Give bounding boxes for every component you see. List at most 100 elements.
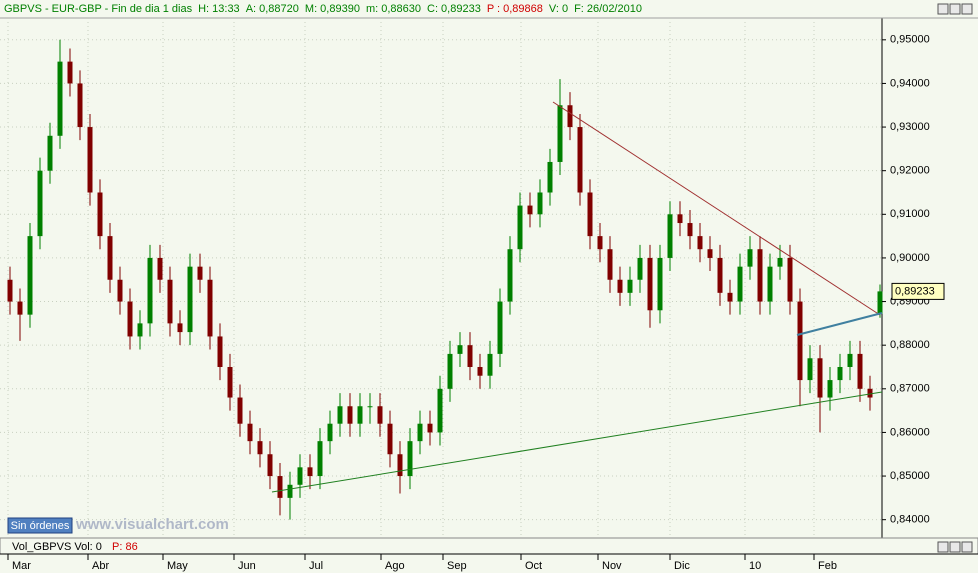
candle-body <box>367 406 373 408</box>
candle-body <box>187 266 193 333</box>
candle-body <box>137 323 143 337</box>
candle-body <box>27 236 33 315</box>
volume-header: Vol_GBPVS Vol: 0 <box>12 541 102 553</box>
y-tick-label: 0,84000 <box>890 514 930 526</box>
last-price-box <box>891 282 945 300</box>
candle-body <box>867 388 873 398</box>
candle-body <box>207 279 213 337</box>
candle-body <box>557 105 563 162</box>
candle-body <box>707 249 713 258</box>
header-field: P : 0,89868 <box>487 3 543 15</box>
candle-body <box>277 476 283 498</box>
y-tick-label: 0,92000 <box>890 165 930 177</box>
candle-body <box>347 406 353 424</box>
candle-body <box>477 366 483 376</box>
y-tick-label: 0,95000 <box>890 34 930 46</box>
candle-body <box>37 170 43 237</box>
volume-strip <box>0 537 978 555</box>
candle-body <box>267 454 273 477</box>
candle-body <box>637 257 643 280</box>
x-tick-label: Nov <box>602 560 622 572</box>
status: Sin órdenes <box>11 520 70 532</box>
header-field: V: 0 <box>549 3 568 15</box>
header-field: F: 26/02/2010 <box>574 3 642 15</box>
x-tick-label: Dic <box>674 560 690 572</box>
header-field: A: 0,88720 <box>246 3 299 15</box>
candle-body <box>87 127 93 193</box>
candle-body <box>337 406 343 424</box>
candle-body <box>497 301 503 354</box>
candle-body <box>247 423 253 442</box>
x-tick-label: Ago <box>385 560 405 572</box>
candle-body <box>617 279 623 293</box>
y-tick-label: 0,87000 <box>890 383 930 395</box>
time-axis-panel <box>0 554 978 573</box>
candle-body <box>107 236 113 280</box>
watermark: www.visualchart.com <box>75 516 229 533</box>
candle-body <box>827 380 833 398</box>
candle-body <box>677 214 683 224</box>
x-tick-label: Jul <box>309 560 323 572</box>
candle-body <box>687 223 693 237</box>
candle-body <box>597 236 603 250</box>
candle-body <box>257 441 263 455</box>
candle-body <box>737 266 743 302</box>
window-button[interactable] <box>961 541 973 553</box>
candle-body <box>297 467 303 485</box>
candle-body <box>747 249 753 267</box>
trend-line <box>796 312 883 336</box>
y-tick-label: 0,90000 <box>890 252 930 264</box>
candle-body <box>857 353 863 389</box>
candle-body <box>447 353 453 389</box>
y-tick-label: 0,94000 <box>890 77 930 89</box>
x-tick-label: May <box>167 560 188 572</box>
candle-body <box>17 301 23 315</box>
y-tick-label: 0,93000 <box>890 121 930 133</box>
candle-body <box>317 441 323 477</box>
price-axis-panel <box>882 0 978 538</box>
candle-body <box>377 406 383 424</box>
header-field: m: 0,88630 <box>366 3 421 15</box>
candle-body <box>427 423 433 433</box>
window-button[interactable] <box>961 3 973 15</box>
candle-body <box>767 266 773 302</box>
candle-body <box>627 279 633 293</box>
candle-body <box>727 292 733 302</box>
candle-body <box>197 266 203 280</box>
candle-body <box>517 205 523 250</box>
header-field: C: 0,89233 <box>427 3 481 15</box>
window-button[interactable] <box>937 3 949 15</box>
window-button[interactable] <box>949 3 961 15</box>
header: GBPVS - EUR-GBP - Fin de dia 1 dias H: 13… <box>4 3 642 15</box>
y-tick-label: 0,88000 <box>890 339 930 351</box>
candle-body <box>357 406 363 424</box>
candle-body <box>837 366 843 381</box>
y-tick-label: 0,86000 <box>890 426 930 438</box>
candle-body <box>717 257 723 293</box>
candle-body <box>847 353 853 367</box>
candle-body <box>697 236 703 250</box>
candle-body <box>387 423 393 455</box>
x-tick-label: Jun <box>238 560 256 572</box>
candle-body <box>157 257 163 280</box>
header-field: M: 0,89390 <box>305 3 360 15</box>
x-tick-label: Oct <box>525 560 542 572</box>
candle-body <box>47 135 53 171</box>
x-tick-label: Sep <box>447 560 467 572</box>
candle-body <box>227 366 233 398</box>
candle-body <box>397 454 403 477</box>
candle-body <box>647 257 653 311</box>
window-button[interactable] <box>949 541 961 553</box>
candle-body <box>67 61 73 84</box>
candle-body <box>97 192 103 237</box>
candle-body <box>77 83 83 128</box>
candle-body <box>287 484 293 498</box>
status-box[interactable] <box>7 517 73 534</box>
candle-body <box>57 61 63 136</box>
candle-body <box>507 249 513 302</box>
window-button[interactable] <box>937 541 949 553</box>
last-price-label: 0,89233 <box>895 285 935 297</box>
header-field: GBPVS - EUR-GBP - Fin de dia 1 dias <box>4 3 193 15</box>
candle-body <box>777 257 783 267</box>
volume-p: P: 86 <box>112 541 138 553</box>
